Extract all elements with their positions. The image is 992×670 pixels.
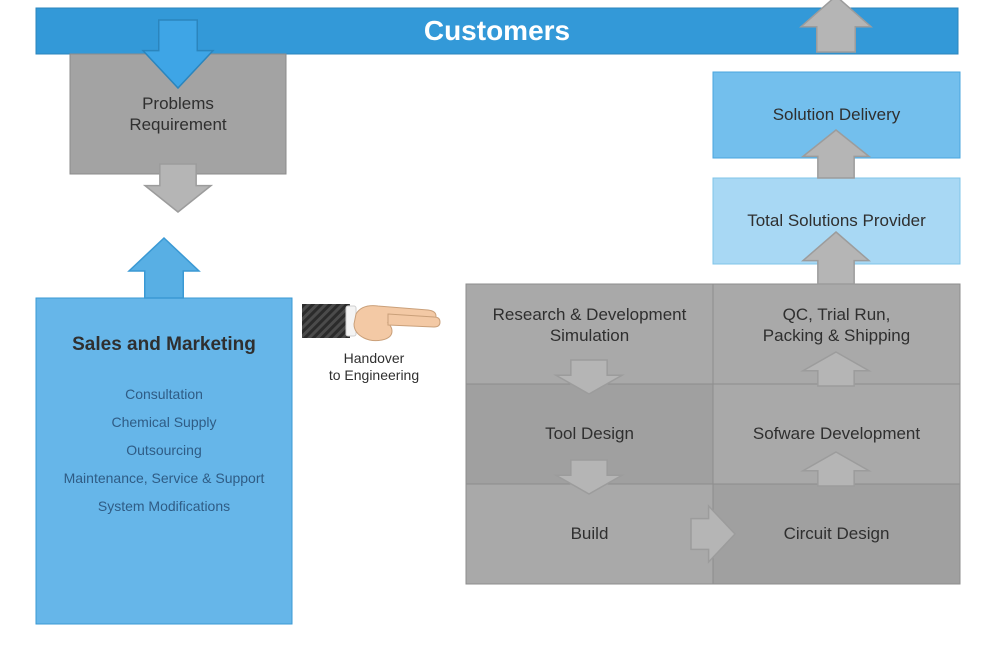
solution-delivery-label: Solution Delivery — [773, 105, 901, 125]
pointing-hand-icon — [302, 292, 442, 348]
sales-marketing-box: Sales and Marketing Consultation Chemical… — [36, 298, 292, 624]
engineering-cell: Circuit Design — [713, 484, 960, 584]
problems-label: Problems Requirement — [129, 93, 226, 136]
total-solutions-provider-box: Total Solutions Provider — [713, 178, 960, 264]
sales-item: Consultation — [64, 386, 265, 402]
sales-item: Maintenance, Service & Support — [64, 470, 265, 486]
tsp-label: Total Solutions Provider — [747, 211, 926, 231]
customers-banner: Customers — [36, 8, 958, 54]
customers-title: Customers — [424, 15, 570, 47]
sales-item: Outsourcing — [64, 442, 265, 458]
sales-item: Chemical Supply — [64, 414, 265, 430]
engineering-cell: Research & DevelopmentSimulation — [466, 284, 713, 384]
engineering-cell: Build — [466, 484, 713, 584]
engineering-cell: QC, Trial Run,Packing & Shipping — [713, 284, 960, 384]
solution-delivery-box: Solution Delivery — [713, 72, 960, 158]
sales-items: Consultation Chemical Supply Outsourcing Ma… — [64, 374, 265, 526]
handover-label: Handover to Engineering — [314, 350, 434, 384]
problems-box: Problems Requirement — [70, 54, 286, 174]
engineering-cell: Tool Design — [466, 384, 713, 484]
sales-item: System Modifications — [64, 498, 265, 514]
engineering-cell: Sofware Development — [713, 384, 960, 484]
sales-title: Sales and Marketing — [72, 334, 256, 356]
